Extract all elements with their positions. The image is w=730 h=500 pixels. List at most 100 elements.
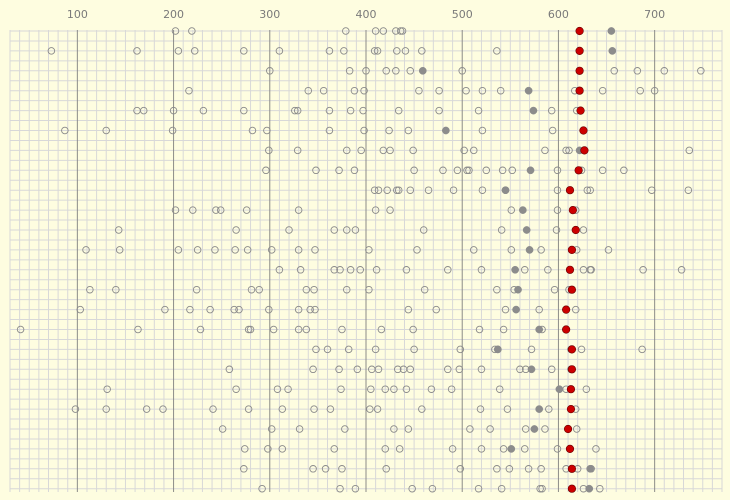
data-point-filled	[511, 265, 519, 274]
data-point-open	[351, 484, 360, 493]
data-point-open	[633, 67, 642, 75]
data-point-open	[582, 385, 591, 393]
data-point-open	[112, 285, 120, 294]
data-point-open	[418, 47, 426, 55]
x-tick-label: 200	[163, 8, 184, 21]
data-point-open	[424, 186, 433, 194]
data-point-open	[410, 345, 418, 354]
data-point-open	[435, 86, 443, 95]
data-point-open	[296, 266, 305, 274]
data-point-open	[371, 206, 380, 214]
data-point-open	[293, 146, 302, 155]
data-point-open	[312, 345, 320, 354]
data-point-open	[346, 266, 355, 274]
data-point-open	[527, 345, 536, 354]
data-point-open	[336, 484, 344, 493]
data-point-open	[508, 166, 516, 175]
data-point-open	[402, 385, 411, 393]
data-point-open	[382, 67, 390, 75]
data-point-open	[161, 305, 169, 314]
data-point-highlight	[575, 86, 584, 95]
data-point-open	[174, 246, 183, 254]
data-point-open	[677, 266, 686, 274]
data-point-open	[463, 166, 471, 175]
data-point-open	[505, 465, 514, 473]
data-point-open	[264, 445, 272, 453]
data-point-open	[598, 166, 607, 175]
data-point-open	[385, 126, 393, 135]
data-point-open	[418, 405, 426, 413]
data-point-open	[458, 67, 466, 75]
data-point-open	[103, 385, 111, 393]
data-point-open	[386, 146, 394, 155]
data-point-open	[572, 425, 581, 433]
data-point-filled	[522, 226, 531, 234]
data-point-open	[449, 186, 458, 194]
data-point-open	[341, 425, 349, 433]
data-point-open	[273, 385, 282, 393]
data-point-open	[16, 325, 25, 334]
data-point-open	[343, 285, 351, 294]
data-point-open	[285, 226, 293, 234]
data-point-filled	[586, 464, 595, 473]
data-point-open	[340, 47, 348, 55]
data-point-open	[547, 106, 556, 115]
data-point-open	[398, 27, 407, 35]
data-point-open	[186, 305, 194, 314]
data-point-open	[478, 126, 487, 135]
data-point-open	[521, 425, 530, 433]
data-point-filled	[529, 106, 538, 115]
data-point-filled	[518, 206, 527, 214]
data-point-open	[302, 285, 311, 294]
data-point-open	[406, 365, 415, 374]
data-point-open	[335, 365, 343, 374]
data-point-open	[482, 166, 491, 175]
data-point-highlight	[567, 484, 577, 493]
data-point-open	[553, 186, 562, 194]
x-axis-ticks: 100 200 300 400 500 600 700	[67, 8, 665, 21]
data-point-open	[312, 166, 320, 175]
data-point-open	[382, 465, 390, 473]
data-point-open	[620, 166, 628, 175]
data-point-open	[311, 305, 319, 314]
data-point-open	[395, 445, 404, 453]
data-point-open	[545, 405, 553, 413]
data-point-open	[415, 86, 423, 95]
data-point-open	[218, 425, 227, 433]
data-point-open	[269, 325, 278, 334]
data-point-open	[209, 405, 217, 413]
data-point-open	[636, 86, 644, 95]
data-point-highlight	[565, 444, 575, 454]
data-point-open	[159, 405, 167, 413]
data-point-open	[577, 345, 586, 354]
data-point-open	[465, 166, 473, 175]
data-point-open	[71, 405, 80, 413]
data-point-open	[199, 106, 208, 115]
x-tick-label: 600	[548, 8, 569, 21]
data-point-open	[466, 425, 474, 433]
data-point-open	[235, 305, 243, 314]
data-point-open	[501, 305, 510, 314]
data-point-open	[193, 246, 202, 254]
data-point-open	[102, 126, 110, 135]
data-point-open	[650, 86, 659, 95]
data-point-filled	[535, 405, 544, 413]
data-point-open	[598, 86, 607, 95]
data-point-open	[262, 166, 270, 175]
data-point-open	[169, 106, 178, 115]
data-point-open	[240, 47, 248, 55]
data-point-open	[394, 365, 402, 374]
data-point-open	[373, 47, 382, 55]
data-point-open	[548, 126, 557, 135]
data-point-open	[604, 246, 613, 254]
data-point-open	[335, 166, 343, 175]
data-point-open	[225, 365, 234, 374]
data-point-open	[587, 266, 595, 274]
data-point-open	[216, 206, 225, 214]
data-point-open	[447, 385, 456, 393]
data-point-open	[337, 385, 345, 393]
data-point-open	[248, 126, 257, 135]
data-point-open	[396, 27, 405, 35]
data-point-open	[685, 146, 694, 155]
